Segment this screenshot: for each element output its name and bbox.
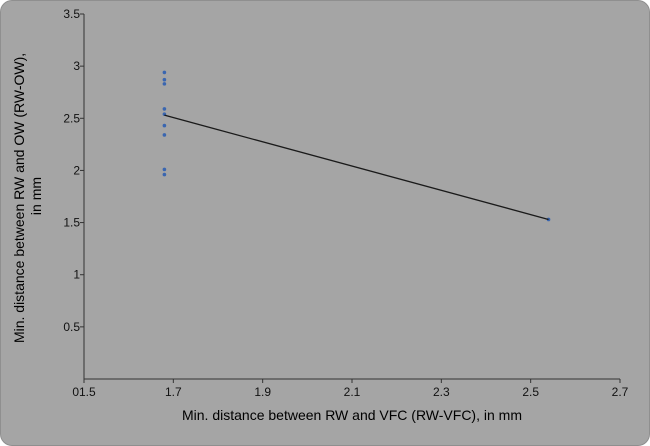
data-point [162,123,167,128]
y-tick-label: 2.5 [63,111,80,125]
x-tick-label: 2.5 [522,385,539,399]
data-point [162,172,167,177]
data-point [162,82,167,86]
x-tick-label: 1.9 [254,385,271,399]
trendline [164,114,549,221]
x-tick-label: 01.5 [72,385,96,399]
x-axis-ticks: 01.5 1.7 1.9 2.1 2.3 2.5 2.7 [72,379,629,399]
y-axis-title: Min. distance between RW and OW (RW-OW),… [11,49,44,343]
data-point [162,77,167,82]
data-points [162,70,551,222]
y-tick-label: 3.5 [63,7,80,21]
x-tick-label: 1.7 [165,385,182,399]
y-tick-label: 3 [73,59,80,73]
y-tick-label: 0.5 [63,320,80,334]
y-tick-label: 1.5 [63,216,80,230]
data-point [162,107,167,111]
data-point [162,133,167,137]
y-axis-title-line-1: Min. distance between RW and OW (RW-OW), [11,53,27,343]
x-tick-label: 2.1 [344,385,361,399]
data-point [162,70,167,75]
y-axis-title-line-2: in mm [28,177,44,215]
y-tick-label: 1 [73,268,80,282]
y-tick-label: 2 [73,163,80,177]
x-axis-title: Min. distance between RW and VFC (RW-VFC… [182,407,522,423]
x-tick-label: 2.7 [612,385,629,399]
data-point [162,167,167,172]
y-axis-ticks: 0.5 1 1.5 2 2.5 3 3.5 [63,7,84,334]
x-tick-label: 2.3 [433,385,450,399]
